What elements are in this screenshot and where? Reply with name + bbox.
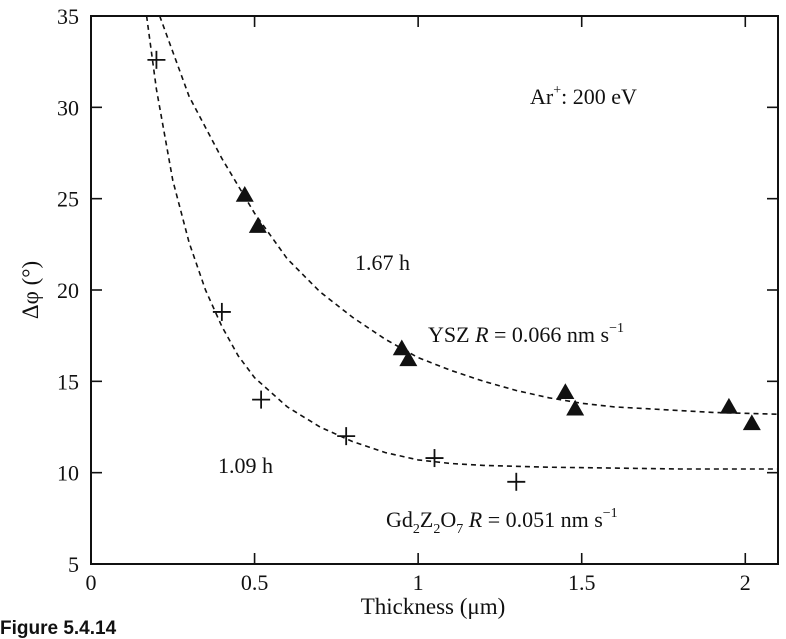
gzo-data-point xyxy=(147,50,166,69)
gzo-data-point xyxy=(425,449,444,468)
ysz-data-point xyxy=(235,186,254,202)
gzo-time-label: 1.09 h xyxy=(218,453,273,478)
gzo-data-point xyxy=(507,472,526,491)
gzo-rate-s2: 2 xyxy=(433,522,440,537)
gzo-data-point xyxy=(337,427,356,446)
gzo-data-point xyxy=(252,390,271,409)
gzo-rate-var: R xyxy=(468,507,483,532)
ion-label-rest: : 200 eV xyxy=(561,84,637,109)
ysz-fit-curve xyxy=(158,15,779,415)
ysz-data-point xyxy=(392,339,411,356)
ysz-rate-prefix: YSZ xyxy=(428,322,475,347)
y-tick-label: 30 xyxy=(57,95,79,120)
y-tick-label: 25 xyxy=(57,187,79,212)
x-tick-label: 0.5 xyxy=(241,570,269,595)
ysz-data-point xyxy=(399,350,418,367)
ysz-data-point xyxy=(566,399,585,416)
gzo-rate-label: Gd2Z2O7 R = 0.051 nm s−1 xyxy=(386,506,618,537)
ion-label-sup: + xyxy=(553,83,561,98)
ysz-data-point xyxy=(719,397,738,414)
ysz-rate-var: R xyxy=(474,322,489,347)
gzo-fit-curve xyxy=(145,15,778,470)
ysz-data-point xyxy=(556,383,575,400)
ysz-data-point xyxy=(248,217,267,233)
gzo-rate-p3: O xyxy=(440,507,456,532)
chart: 5 10 15 20 25 30 35 0 0.5 1 1.5 2 Thickness (μm) Δφ… xyxy=(18,4,779,619)
y-tick-label: 35 xyxy=(57,4,79,29)
y-axis-label: Δφ (°) xyxy=(18,261,43,319)
gzo-data-point xyxy=(212,302,231,321)
gzo-rate-exp: −1 xyxy=(603,506,618,521)
data-markers xyxy=(147,50,761,491)
x-axis-label: Thickness (μm) xyxy=(361,594,506,619)
ysz-time-label: 1.67 h xyxy=(355,250,410,275)
y-tick-label: 10 xyxy=(57,461,79,486)
y-tick-label: 15 xyxy=(57,369,79,394)
gzo-rate-s3: 7 xyxy=(456,522,463,537)
gzo-rate-value: = 0.051 nm s xyxy=(482,507,603,532)
axes-frame xyxy=(90,15,779,565)
x-tick-label: 1 xyxy=(413,570,424,595)
gzo-rate-p1: Gd xyxy=(386,507,413,532)
ysz-data-point xyxy=(742,414,761,431)
figure-caption: Figure 5.4.14 xyxy=(0,618,117,639)
ion-label-main: Ar xyxy=(530,84,554,109)
ysz-rate-value: = 0.066 nm s xyxy=(489,322,610,347)
ion-energy-label: Ar+: 200 eV xyxy=(530,83,637,109)
ysz-rate-exp: −1 xyxy=(609,321,624,336)
y-tick-label: 20 xyxy=(57,278,79,303)
x-tick-label: 2 xyxy=(740,570,751,595)
axis-ticks: 5 10 15 20 25 30 35 0 0.5 1 1.5 2 xyxy=(57,4,778,595)
y-tick-label: 5 xyxy=(68,552,79,577)
gzo-rate-s1: 2 xyxy=(413,522,420,537)
gzo-rate-p2: Z xyxy=(420,507,433,532)
plot-frame xyxy=(90,15,779,565)
x-tick-label: 1.5 xyxy=(568,570,596,595)
x-tick-label: 0 xyxy=(86,570,97,595)
fit-curves xyxy=(145,15,779,470)
ysz-rate-label: YSZ R = 0.066 nm s−1 xyxy=(428,321,624,347)
